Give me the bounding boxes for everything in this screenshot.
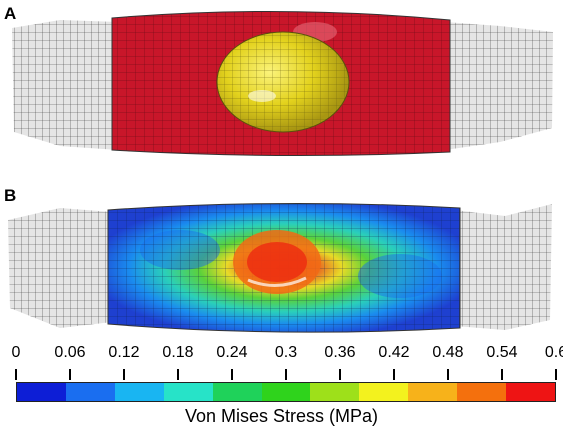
panel-b-stress-figure [8, 202, 552, 333]
legend-tick-label: 0.48 [432, 344, 464, 361]
legend-tick-mark [393, 369, 395, 380]
panel-b-label: B [4, 186, 17, 205]
legend-tick-label: 0.06 [54, 344, 86, 361]
legend-color-segment [114, 383, 164, 401]
legend-tick-mark [339, 369, 341, 380]
legend-tick-label: 0.18 [162, 344, 194, 361]
legend-tick-label: 0.24 [216, 344, 248, 361]
stress-color-legend: 0 0.06 0.12 0.18 0.24 0.3 0.36 0.42 0.48 0.54 0.6 … [0, 344, 563, 434]
legend-color-segment [212, 383, 262, 401]
legend-color-segment [310, 383, 360, 401]
legend-color-segment [17, 383, 66, 401]
legend-tick-mark [69, 369, 71, 380]
legend-tick-mark [555, 369, 557, 380]
legend-title: Von Mises Stress (MPa) [184, 406, 379, 426]
legend-tick-mark [501, 369, 503, 380]
panel-a-label: A [4, 4, 17, 23]
legend-colorbar [16, 382, 556, 402]
legend-color-segment [359, 383, 409, 401]
legend-tick-label: 0.6 [544, 344, 563, 361]
legend-color-segment [65, 383, 115, 401]
legend-color-segment [506, 383, 555, 401]
legend-tick-mark [285, 369, 287, 380]
legend-tick-mark [177, 369, 179, 380]
panel-a-mesh-figure [12, 10, 553, 157]
legend-tick-label: 0.36 [324, 344, 356, 361]
legend-tick-mark [447, 369, 449, 380]
legend-color-segment [163, 383, 213, 401]
legend-tick-mark [123, 369, 125, 380]
legend-color-segment [408, 383, 458, 401]
legend-tick-label: 0.12 [108, 344, 140, 361]
legend-tick-label: 0.3 [274, 344, 298, 361]
legend-tick-mark [231, 369, 233, 380]
legend-tick-label: 0.54 [486, 344, 518, 361]
legend-color-segment [261, 383, 311, 401]
legend-tick-label: 0.42 [378, 344, 410, 361]
legend-tick-label: 0 [11, 344, 21, 361]
legend-tick-mark [15, 369, 17, 380]
legend-color-segment [457, 383, 507, 401]
